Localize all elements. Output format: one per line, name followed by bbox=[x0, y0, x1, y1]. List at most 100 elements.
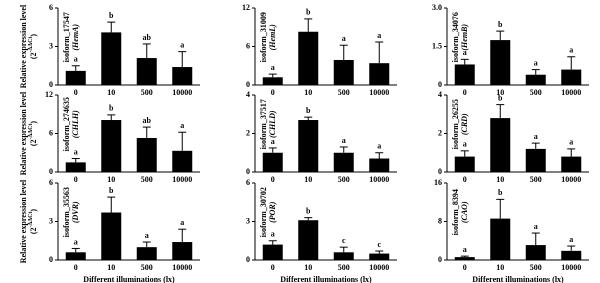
gene-id: isoform_274635 bbox=[62, 97, 71, 151]
bar bbox=[454, 64, 475, 85]
significance-letter: b bbox=[109, 11, 114, 20]
error-bar bbox=[375, 41, 384, 64]
gene-name: (CHLD) bbox=[268, 110, 277, 138]
error-bar bbox=[531, 69, 540, 75]
x-tick-label: 500 bbox=[530, 175, 542, 184]
significance-letter: b bbox=[306, 8, 311, 17]
x-tick-label: 500 bbox=[530, 263, 542, 272]
significance-letter: a bbox=[342, 34, 346, 43]
y-tick-label: 4 bbox=[438, 90, 442, 99]
x-tick-label: 500 bbox=[338, 88, 350, 97]
gene-name: (POR) bbox=[268, 201, 277, 223]
significance-letter: a bbox=[463, 140, 467, 149]
gene-id: isoform_37517 bbox=[259, 99, 268, 149]
bar bbox=[65, 162, 86, 172]
error-bar bbox=[178, 228, 187, 243]
bar bbox=[369, 253, 390, 260]
x-tick-label: 0 bbox=[271, 175, 275, 184]
bar bbox=[298, 31, 319, 85]
error-bar bbox=[339, 146, 348, 153]
y-tick-label: 0 bbox=[438, 80, 442, 89]
significance-letter: a bbox=[271, 63, 275, 72]
bar bbox=[525, 74, 546, 85]
y-axis-unit: (2-ΔΔCt) bbox=[28, 34, 37, 60]
bar bbox=[101, 120, 122, 172]
x-tick-label: 10 bbox=[304, 175, 312, 184]
significance-letter: b bbox=[109, 186, 114, 195]
x-tick-label: 10000 bbox=[561, 88, 581, 97]
y-axis-unit: (2-ΔΔCt) bbox=[28, 209, 37, 235]
x-tick-label: 0 bbox=[74, 88, 78, 97]
error-bar bbox=[567, 245, 576, 251]
bar bbox=[136, 58, 157, 85]
significance-letter: ab bbox=[143, 33, 152, 42]
gene-id: isoform_30702 bbox=[259, 187, 268, 237]
error-bar bbox=[460, 255, 469, 258]
error-bar bbox=[268, 240, 277, 245]
x-tick-label: 500 bbox=[530, 88, 542, 97]
y-tick-label: 0 bbox=[49, 80, 53, 89]
significance-letter: a bbox=[74, 237, 78, 246]
bar bbox=[490, 218, 511, 260]
x-axis-label: Different illuminations (lx) bbox=[280, 275, 372, 283]
bar bbox=[454, 156, 475, 172]
x-tick-label: 0 bbox=[271, 263, 275, 272]
error-bar bbox=[375, 152, 384, 159]
y-tick-label: 6 bbox=[49, 3, 53, 12]
error-bar bbox=[71, 247, 80, 253]
error-bar bbox=[178, 51, 187, 68]
gene-id: isoform_35563 bbox=[62, 187, 71, 237]
y-tick-label: 0 bbox=[246, 80, 250, 89]
x-tick-label: 10 bbox=[496, 263, 504, 272]
x-tick-label: 10 bbox=[107, 88, 115, 97]
significance-letter: a bbox=[271, 137, 275, 146]
y-tick-label: 6 bbox=[246, 41, 250, 50]
unit-base: (2 bbox=[29, 139, 38, 146]
significance-letter: b bbox=[498, 93, 503, 102]
significance-letter: a bbox=[534, 132, 538, 141]
y-tick-label: 2 bbox=[246, 128, 250, 137]
x-tick-label: 0 bbox=[463, 263, 467, 272]
error-bar bbox=[304, 116, 313, 121]
x-tick-label: 10 bbox=[496, 88, 504, 97]
error-bar bbox=[71, 158, 80, 163]
error-bar bbox=[142, 126, 151, 138]
error-bar bbox=[460, 58, 469, 65]
x-tick-label: 10000 bbox=[369, 263, 389, 272]
gene-id: isoform_8394 bbox=[451, 189, 460, 235]
y-tick-label: 12 bbox=[242, 3, 250, 12]
bar bbox=[333, 252, 354, 260]
y-tick-label: 0 bbox=[438, 255, 442, 264]
x-tick-label: 500 bbox=[141, 88, 153, 97]
bar bbox=[172, 67, 193, 85]
unit-sup: -ΔΔCt bbox=[28, 212, 34, 228]
error-bar bbox=[339, 246, 348, 253]
y-tick-label: 0 bbox=[246, 167, 250, 176]
significance-letter: c bbox=[377, 240, 381, 249]
bar bbox=[525, 245, 546, 260]
gene-id: isoform_34076 bbox=[451, 12, 460, 62]
error-bar bbox=[375, 250, 384, 254]
unit-sup: -ΔΔCt bbox=[28, 37, 34, 53]
x-tick-label: 500 bbox=[338, 175, 350, 184]
error-bar bbox=[268, 147, 277, 153]
bar bbox=[262, 244, 283, 260]
y-axis-label: Relative expression level bbox=[19, 4, 28, 88]
y-tick-label: 6 bbox=[246, 178, 250, 187]
significance-letter: c bbox=[342, 236, 346, 245]
bar bbox=[172, 150, 193, 172]
x-axis-label: Different illuminations (lx) bbox=[83, 275, 175, 283]
significance-letter: a bbox=[180, 121, 184, 130]
error-bar bbox=[71, 65, 80, 71]
y-tick-label: 6 bbox=[49, 178, 53, 187]
y-axis-label: Relative expression level bbox=[19, 91, 28, 175]
bar bbox=[561, 69, 582, 85]
error-bar bbox=[496, 104, 505, 119]
y-axis-unit: (2-ΔΔCt) bbox=[28, 121, 37, 147]
x-tick-label: 0 bbox=[271, 88, 275, 97]
y-tick-label: 0 bbox=[49, 167, 53, 176]
bar bbox=[298, 220, 319, 260]
x-tick-label: 0 bbox=[463, 88, 467, 97]
x-tick-label: 10000 bbox=[172, 88, 192, 97]
